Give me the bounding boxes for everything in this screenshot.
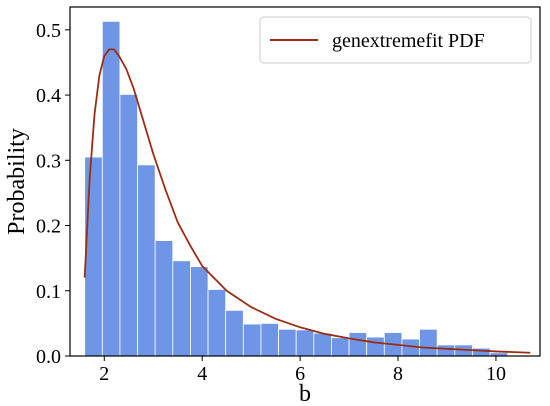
x-tick-label: 8 — [393, 363, 403, 385]
x-tick-label: 2 — [99, 363, 109, 385]
legend-box — [259, 16, 532, 64]
histogram-bar — [242, 323, 262, 357]
histogram-bar — [137, 164, 156, 357]
histogram-bar — [190, 266, 209, 357]
histogram-bar — [172, 260, 191, 357]
histogram-bar — [472, 347, 491, 357]
plot-frame — [69, 6, 541, 357]
histogram-bar — [84, 156, 103, 357]
y-tick-label: 0.3 — [36, 150, 61, 172]
histogram-bar — [278, 328, 297, 357]
histogram-bar — [207, 289, 227, 357]
pdf-curve — [83, 48, 531, 354]
histogram-bar — [225, 309, 244, 357]
x-tick-label: 4 — [197, 363, 207, 385]
x-tick-label: 6 — [295, 363, 305, 385]
y-tick-label: 0.5 — [36, 20, 61, 42]
y-axis-ticks: 0.0 0.1 0.2 0.3 0.4 0.5 — [36, 20, 70, 368]
histogram-bar — [366, 336, 385, 357]
x-axis-label: b — [299, 381, 311, 406]
histogram-bars — [84, 20, 509, 357]
histogram-bar — [119, 94, 138, 357]
legend-label: genextremefit PDF — [332, 30, 485, 52]
y-tick-label: 0.1 — [36, 281, 61, 303]
histogram-bar — [313, 332, 332, 357]
histogram-bar — [436, 344, 456, 357]
histogram-bar — [101, 20, 121, 357]
y-tick-label: 0.2 — [36, 216, 61, 238]
histogram-bar — [295, 329, 315, 357]
histogram-bar — [348, 332, 368, 357]
legend: genextremefit PDF — [259, 16, 532, 64]
histogram-bar — [260, 322, 279, 357]
histogram-bar — [331, 337, 350, 357]
y-axis-label: Probability — [4, 128, 30, 235]
histogram-bar — [154, 240, 174, 357]
y-tick-label: 0.0 — [36, 346, 61, 368]
pdf-curve-layer — [83, 48, 531, 354]
x-tick-label: 10 — [486, 363, 506, 385]
y-tick-label: 0.4 — [36, 85, 61, 107]
x-axis-ticks: 2 4 6 8 10 — [99, 356, 506, 385]
histogram-bar — [419, 328, 438, 357]
